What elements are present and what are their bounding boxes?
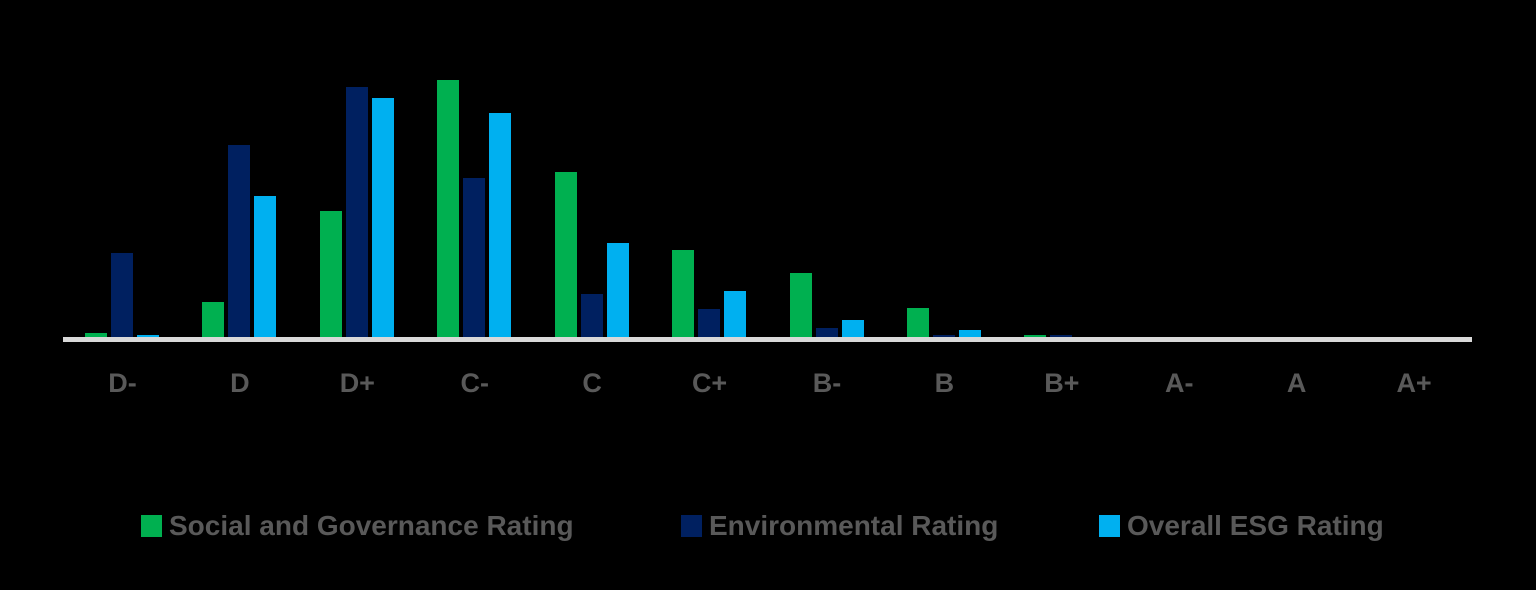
bar [85, 333, 107, 337]
bar-group-C [533, 40, 650, 337]
bar [815, 328, 838, 337]
legend-swatch-cyan [1099, 515, 1120, 537]
bar [906, 308, 929, 337]
bar [202, 302, 225, 337]
x-axis-label: D+ [339, 368, 375, 398]
bar-group-Dminus [63, 40, 180, 337]
bar-group-Bplus [1002, 40, 1119, 337]
bar [672, 250, 695, 337]
x-axis-label: C [582, 368, 602, 398]
x-axis-label: A [1286, 368, 1307, 398]
bar [698, 309, 721, 337]
bar [606, 243, 629, 337]
bar [1050, 335, 1073, 337]
legend-label: Environmental Rating [709, 510, 999, 541]
legend-item-social-governance: Social and Governance Rating [141, 506, 574, 546]
bar-group-Cminus [415, 40, 532, 337]
x-axis-label: A- [1165, 368, 1194, 398]
legend-item-overall-esg: Overall ESG Rating [1099, 506, 1384, 546]
bar-group-Bminus [768, 40, 885, 337]
bar [554, 172, 577, 337]
bar-group-B [885, 40, 1002, 337]
x-axis-line [63, 337, 1472, 342]
bar [345, 87, 368, 337]
bar-group-D [180, 40, 297, 337]
bar-group-Dplus [298, 40, 415, 337]
plot-area [63, 40, 1472, 337]
legend-swatch-green [141, 515, 162, 537]
bar [932, 335, 955, 337]
bar [724, 291, 747, 337]
bar-group-A [1237, 40, 1354, 337]
legend-swatch-navy [681, 515, 702, 537]
bar-group-Aminus [1120, 40, 1237, 337]
bar [111, 253, 133, 337]
bar [137, 335, 159, 337]
bar [371, 98, 394, 337]
bar [254, 196, 277, 337]
bar [228, 145, 251, 337]
legend-label: Social and Governance Rating [169, 510, 574, 541]
bar-group-Aplus [1355, 40, 1472, 337]
x-axis-label: B [934, 368, 955, 398]
bar-group-Cplus [650, 40, 767, 337]
bar [580, 294, 603, 337]
legend-item-environmental: Environmental Rating [681, 506, 998, 546]
bar [841, 320, 864, 337]
bar [437, 80, 460, 337]
x-axis-label: B- [812, 368, 842, 398]
x-axis-label: B+ [1044, 368, 1080, 398]
x-axis-label: D [230, 368, 250, 398]
bar [319, 211, 342, 337]
bar [1024, 335, 1047, 337]
x-axis-label: D- [108, 368, 137, 398]
bar [789, 273, 812, 337]
x-axis-label: A+ [1396, 368, 1432, 398]
x-axis-label: C- [460, 368, 490, 398]
bar [958, 330, 981, 337]
legend: Social and Governance Rating Environment… [0, 506, 1536, 546]
bar [489, 113, 512, 337]
bar [463, 178, 486, 337]
legend-label: Overall ESG Rating [1127, 510, 1384, 541]
x-axis-label: C+ [691, 368, 728, 398]
